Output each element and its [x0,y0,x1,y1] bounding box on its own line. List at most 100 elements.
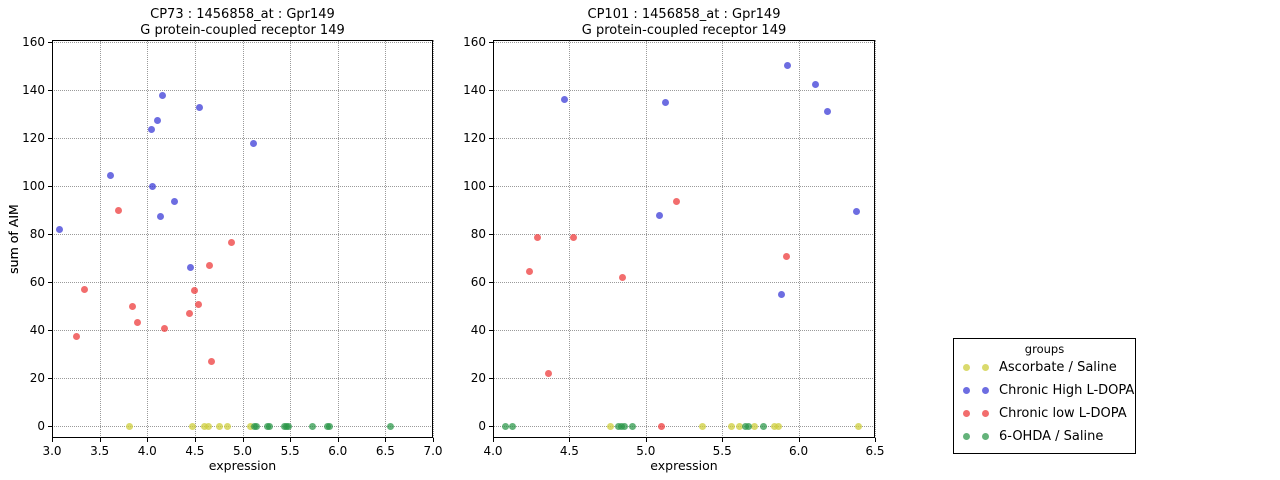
x-tick-label: 6.5 [865,444,885,458]
data-point [205,261,213,269]
y-tick-label: 120 [22,131,45,146]
y-tick-label: 140 [22,83,45,98]
data-point [619,273,627,281]
grid-line-horizontal [493,138,875,140]
grid-line-vertical [290,40,292,438]
x-tick-label: 5.5 [712,444,732,458]
data-point [770,422,778,430]
x-tick-label: 4.0 [137,444,157,458]
grid-line-horizontal [493,186,875,188]
data-point [657,422,665,430]
y-tick-mark [489,42,493,44]
y-tick-mark [489,186,493,188]
legend-item: 6-OHDA / Saline [954,425,1135,448]
data-point [775,422,783,430]
low_ldopa-marker-icon [982,410,989,417]
data-point [620,422,628,430]
x-tick-mark [433,438,434,442]
data-point [186,264,194,272]
grid-line-horizontal [493,282,875,284]
grid-line-horizontal [52,90,433,92]
x-tick-mark [875,438,876,442]
legend-item-label: Chronic low L-DOPA [999,406,1127,421]
y-tick-label: 80 [470,227,486,242]
data-point [207,357,215,365]
data-point [56,225,64,233]
data-point [853,207,861,215]
grid-line-vertical [385,40,387,438]
x-tick-mark [722,438,724,442]
plot-subtitle: G protein-coupled receptor 149 [581,23,787,38]
grid-line-vertical [433,40,434,438]
y-axis-label: sum of AIM [6,204,21,274]
y-tick-label: 160 [463,35,486,50]
data-point [246,422,254,430]
grid-line-vertical [645,40,647,438]
grid-line-vertical [798,40,800,438]
data-point [607,422,615,430]
y-tick-label: 40 [470,323,486,338]
legend-item-label: 6-OHDA / Saline [999,429,1104,444]
data-point [147,126,155,134]
y-tick-mark [48,378,52,380]
legend-title: groups [1024,342,1065,356]
data-point [309,422,317,430]
y-tick-mark [489,234,493,236]
y-tick-mark [489,330,493,332]
y-tick-label: 100 [463,179,486,194]
data-point [216,422,224,430]
x-tick-label: 6.0 [328,444,348,458]
grid-line-horizontal [493,42,875,44]
grid-line-horizontal [493,234,875,236]
x-tick-mark [147,438,149,442]
legend-item: Ascorbate / Saline [954,356,1135,379]
data-point [134,319,142,327]
y-tick-label: 140 [463,83,486,98]
x-tick-label: 7.0 [423,444,443,458]
x-tick-label: 5.5 [280,444,300,458]
data-point [160,325,168,333]
data-point [386,422,394,430]
data-point [149,182,157,190]
data-point [253,422,261,430]
ascorbate-marker-icon [963,364,970,371]
data-point [185,309,193,317]
grid-line-horizontal [493,330,875,332]
data-point [698,422,706,430]
legend-marker-pair [963,410,989,417]
data-point [778,290,786,298]
y-tick-mark [489,426,493,427]
legend-item: Chronic low L-DOPA [954,402,1135,425]
y-tick-label: 160 [22,35,45,50]
y-tick-mark [48,42,52,44]
y-tick-label: 0 [37,419,45,433]
legend-marker-pair [963,387,989,394]
grid-line-vertical [147,40,149,438]
grid-line-horizontal [52,186,433,188]
y-tick-label: 80 [29,227,45,242]
y-tick-label: 60 [29,275,45,290]
data-point [200,422,208,430]
y-tick-mark [489,138,493,140]
data-point [854,422,862,430]
data-point [129,302,137,310]
data-point [727,422,735,430]
data-point [227,239,235,247]
grid-line-horizontal [52,282,433,284]
grid-line-vertical [722,40,724,438]
data-point [561,96,569,104]
data-point [811,80,819,88]
legend-item-label: Chronic High L-DOPA [999,383,1135,398]
legend-rows: Ascorbate / Saline Chronic High L-DOPA Chr… [954,356,1135,448]
data-point [533,234,541,242]
y-tick-label: 100 [22,179,45,194]
data-point [784,61,792,69]
plot-subtitle: G protein-coupled receptor 149 [140,23,345,38]
data-point [125,422,133,430]
data-point [750,422,758,430]
grid-line-vertical [99,40,101,438]
plot-title: CP73 : 1456858_at : Gpr149 [150,7,335,22]
y-tick-mark [48,138,52,140]
x-tick-mark [798,438,800,442]
x-tick-mark [99,438,101,442]
